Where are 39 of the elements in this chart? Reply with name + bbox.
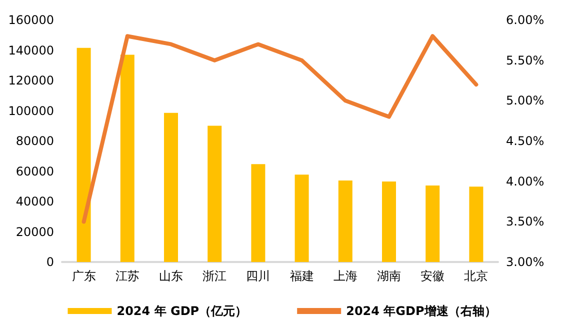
x-tick-label: 北京 [464,269,488,283]
y-tick-label: 160000 [8,13,54,27]
y2-tick-label: 5.00% [506,94,544,108]
y-tick-label: 100000 [8,104,54,118]
y2-tick-label: 6.00% [506,13,544,27]
y-tick-label: 120000 [8,74,54,88]
y2-tick-label: 5.50% [506,53,544,68]
x-tick-label: 湖南 [377,269,401,283]
bar [338,180,352,262]
x-tick-label: 福建 [290,269,314,283]
line-series [82,34,478,224]
y-tick-label: 0 [46,255,54,269]
bar [426,185,440,262]
x-tick-label: 山东 [159,269,183,283]
bar [469,186,484,262]
y2-tick-label: 4.50% [506,134,544,148]
bar [294,174,309,262]
y2-tick-label: 4.00% [506,174,544,188]
bar [208,126,222,262]
x-tick-label: 广东 [72,269,96,283]
x-tick-label: 江苏 [115,269,140,283]
x-tick-label: 安徽 [420,269,445,283]
legend-label: 2024 年 GDP（亿元） [116,304,248,318]
y-tick-label: 20000 [16,224,54,239]
y-tick-label: 80000 [16,134,54,148]
y-tick-label: 40000 [16,194,54,208]
bar [164,112,178,262]
x-tick-label: 浙江 [202,269,227,283]
y-tick-label: 60000 [16,164,54,178]
x-tick-label: 上海 [333,269,358,283]
y-tick-label: 140000 [8,43,54,58]
bar [251,164,266,262]
y2-tick-label: 3.00% [506,255,544,269]
bar [120,54,134,262]
legend-label: 2024 年GDP增速（右轴） [346,304,496,318]
y2-tick-label: 3.50% [506,214,544,229]
x-tick-label: 四川 [246,269,270,283]
bar [382,182,396,262]
bar [76,48,91,262]
